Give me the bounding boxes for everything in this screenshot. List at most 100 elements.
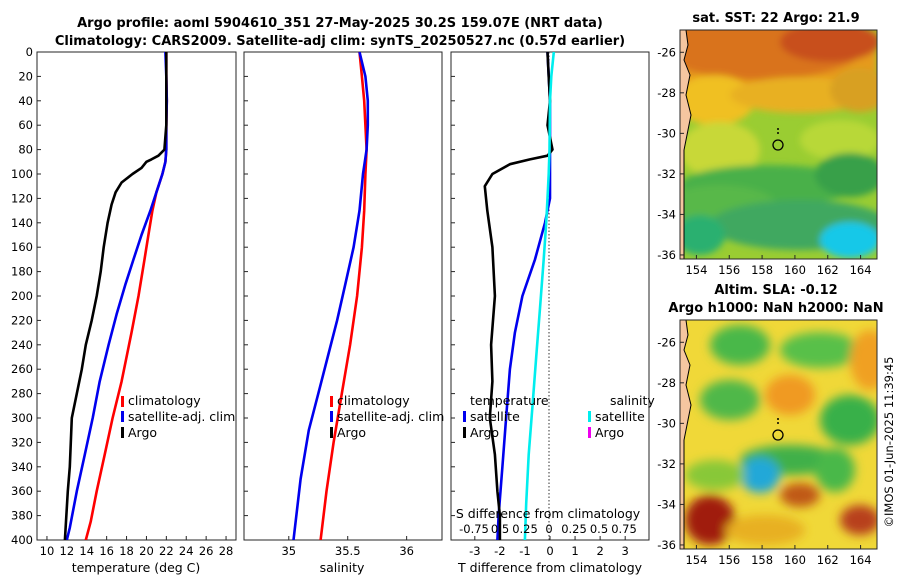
series-line-satellite-adj-clim bbox=[292, 52, 370, 540]
y-tick-label: 200 bbox=[11, 289, 33, 303]
x-tick-label: 36 bbox=[399, 544, 414, 558]
lat-tick-label: -32 bbox=[657, 457, 676, 471]
lon-tick-label: 158 bbox=[751, 553, 773, 567]
y-tick-label: 60 bbox=[18, 118, 33, 132]
australia-coast bbox=[680, 30, 692, 259]
salinity-xlabel: salinity bbox=[320, 560, 365, 575]
lon-tick-label: 158 bbox=[751, 263, 773, 277]
s-diff-tick-labels: -0.75 0.5 0.25 0 0.25 0.5 0.75 bbox=[459, 522, 637, 536]
lat-tick-label: -28 bbox=[657, 86, 676, 100]
argo-marker bbox=[772, 139, 784, 151]
legend-salinity-header: salinity bbox=[610, 393, 655, 408]
difference-lines bbox=[483, 52, 556, 540]
y-tick-label: 380 bbox=[11, 509, 33, 523]
sst-map-title: sat. SST: 22 Argo: 21.9 bbox=[692, 11, 859, 26]
x-tick-label: 24 bbox=[179, 544, 194, 558]
y-tick-label: 140 bbox=[11, 216, 33, 230]
y-tick-label: 360 bbox=[11, 484, 33, 498]
x-tick-label: -1 bbox=[519, 544, 530, 558]
y-tick-label: 160 bbox=[11, 240, 33, 254]
sla-map-panel: Altim. SLA: -0.12 Argo h1000: NaN h2000:… bbox=[657, 283, 883, 567]
legend-satellite-adj: satellite-adj. clim bbox=[128, 409, 235, 424]
temperature-legend: climatology satellite-adj. clim Argo bbox=[121, 393, 235, 440]
salinity-legend: climatology satellite-adj. clim Argo bbox=[330, 393, 444, 440]
temperature-lines bbox=[63, 52, 169, 540]
x-tick-label: -2 bbox=[494, 544, 505, 558]
y-tick-label: 320 bbox=[11, 435, 33, 449]
lon-tick-label: 156 bbox=[718, 263, 740, 277]
difference-legend: temperature salinity satellite Argo sate… bbox=[463, 393, 655, 440]
x-tick-label: 22 bbox=[159, 544, 174, 558]
y-tick-label: 260 bbox=[11, 362, 33, 376]
lat-tick-label: -36 bbox=[657, 248, 676, 262]
lat-tick-label: -26 bbox=[657, 335, 676, 349]
temperature-xlabel: temperature (deg C) bbox=[72, 560, 201, 575]
salinity-panel: 35 35.5 36 salinity climatology satellite-… bbox=[243, 51, 444, 575]
legend-climatology: climatology bbox=[128, 393, 201, 408]
lat-tick-label: -28 bbox=[657, 376, 676, 390]
lat-tick-label: -36 bbox=[657, 538, 676, 552]
y-tick-label: 280 bbox=[11, 387, 33, 401]
salinity-x-ticks: 35 35.5 36 bbox=[281, 536, 414, 558]
y-tick-label: 220 bbox=[11, 313, 33, 327]
sla-map-title-1: Altim. SLA: -0.12 bbox=[714, 283, 837, 298]
x-tick-label: 35.5 bbox=[335, 544, 361, 558]
lon-tick-label: 154 bbox=[685, 553, 707, 567]
y-tick-label: 300 bbox=[11, 411, 33, 425]
title-line-1: Argo profile: aoml 5904610_351 27-May-20… bbox=[77, 16, 603, 31]
s-diff-tick: 0.5 bbox=[590, 522, 608, 536]
australia-coast bbox=[680, 320, 692, 549]
sla-map-field bbox=[680, 320, 877, 549]
sla-map-lat-ticks: -26 -28 -30 -32 -34 -36 bbox=[657, 335, 684, 552]
legend-argo: Argo bbox=[337, 425, 366, 440]
y-tick-label: 400 bbox=[11, 533, 33, 547]
sla-map-lon-ticks: 154 156 158 160 162 164 bbox=[685, 545, 872, 567]
lat-tick-label: -34 bbox=[657, 207, 676, 221]
x-tick-label: 14 bbox=[79, 544, 94, 558]
lon-tick-label: 162 bbox=[817, 553, 839, 567]
sst-map-field bbox=[680, 30, 877, 259]
s-diff-tick: 0.75 bbox=[611, 522, 637, 536]
s-diff-tick: 0.25 bbox=[512, 522, 538, 536]
salinity-lines bbox=[292, 52, 370, 540]
lon-tick-label: 156 bbox=[718, 553, 740, 567]
series-line-argo bbox=[63, 52, 168, 540]
lon-tick-label: 162 bbox=[817, 263, 839, 277]
difference-x-ticks: -3 -2 -1 0 1 2 3 bbox=[469, 536, 629, 558]
x-tick-label: 28 bbox=[219, 544, 234, 558]
lat-tick-label: -26 bbox=[657, 45, 676, 59]
sst-map-lon-ticks: 154 156 158 160 162 164 bbox=[685, 255, 872, 277]
y-tick-label: 80 bbox=[18, 143, 33, 157]
difference-xlabel: T difference from climatology bbox=[457, 560, 643, 575]
y-tick-label: 0 bbox=[26, 45, 33, 59]
salinity-top-axis: S difference from climatology -0.75 0.5 0.… bbox=[456, 506, 641, 536]
sst-map-lat-ticks: -26 -28 -30 -32 -34 -36 bbox=[657, 45, 684, 262]
x-tick-label: 26 bbox=[199, 544, 214, 558]
y-tick-label: 120 bbox=[11, 191, 33, 205]
s-diff-tick: 0.25 bbox=[561, 522, 587, 536]
difference-depth-ticks bbox=[451, 51, 455, 541]
y-tick-label: 40 bbox=[18, 94, 33, 108]
x-tick-label: 35 bbox=[281, 544, 296, 558]
legend-sal-satellite: satellite bbox=[595, 409, 645, 424]
imos-watermark: ©IMOS 01-Jun-2025 11:39:45 bbox=[882, 357, 896, 528]
lat-tick-label: -30 bbox=[657, 416, 676, 430]
legend-temperature-header: temperature bbox=[470, 393, 549, 408]
lat-tick-label: -32 bbox=[657, 167, 676, 181]
y-tick-label: 100 bbox=[11, 167, 33, 181]
x-tick-label: -3 bbox=[469, 544, 480, 558]
x-tick-label: 0 bbox=[546, 544, 553, 558]
x-tick-label: 16 bbox=[99, 544, 114, 558]
series-line-climatology bbox=[319, 52, 368, 540]
temperature-panel: 0 20 40 60 80 100 120 140 160 180 200 220 240 260 280 3… bbox=[11, 45, 237, 575]
s-diff-tick: -0.75 bbox=[459, 522, 489, 536]
y-tick-label: 240 bbox=[11, 338, 33, 352]
series-line-temperature-argo bbox=[483, 52, 554, 540]
lon-tick-label: 164 bbox=[850, 553, 872, 567]
lat-tick-label: -30 bbox=[657, 126, 676, 140]
sla-map-title-2: Argo h1000: NaN h2000: NaN bbox=[668, 301, 883, 316]
y-tick-label: 180 bbox=[11, 265, 33, 279]
x-tick-label: 3 bbox=[622, 544, 629, 558]
lon-tick-label: 160 bbox=[784, 263, 806, 277]
